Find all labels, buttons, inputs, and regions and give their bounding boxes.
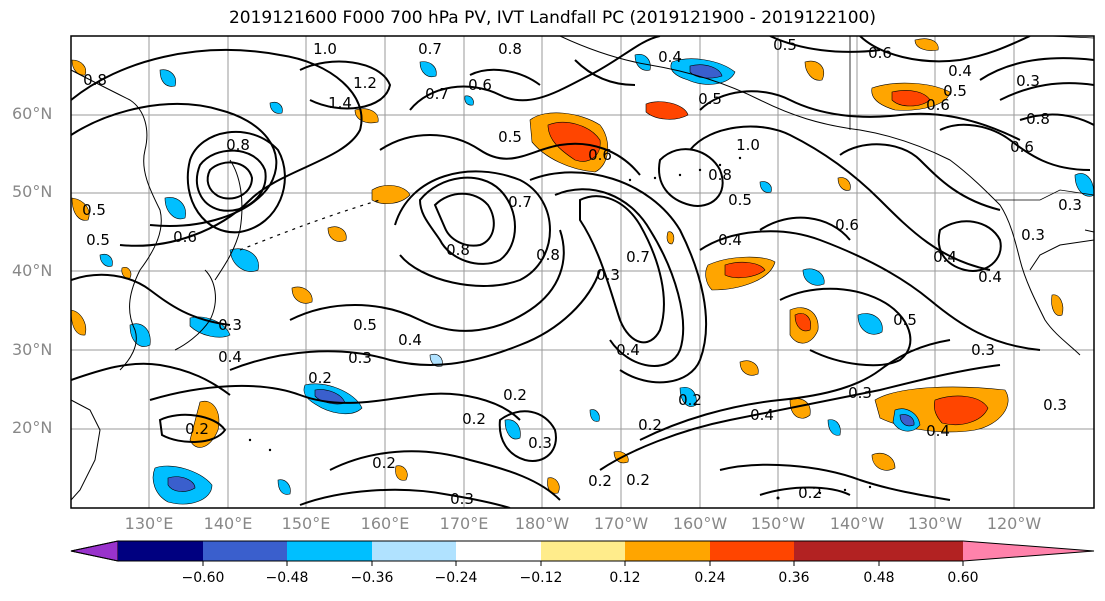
dashed-track — [239, 199, 381, 251]
map-title: 2019121600 F000 700 hPa PV, IVT Landfall… — [228, 8, 876, 28]
contour-label: 0.4 — [398, 331, 422, 349]
contour-labels: 1.0 0.7 0.8 1.4 1.2 0.7 0.6 0.4 0.5 0.5 … — [82, 36, 1082, 508]
lat-label: 60°N — [12, 104, 53, 123]
colorbar-tick: 0.60 — [947, 570, 979, 586]
contour-label: 0.7 — [626, 248, 650, 266]
lon-label: 150°E — [281, 514, 331, 533]
contour-label: 0.7 — [418, 40, 442, 58]
contour-label: 0.4 — [718, 231, 742, 249]
contour-label: 0.3 — [450, 490, 474, 508]
contour-label: 0.2 — [638, 416, 662, 434]
contour-label: 0.5 — [728, 191, 752, 209]
contour-label: 0.3 — [348, 349, 372, 367]
lon-label: 150°W — [750, 514, 806, 533]
lon-label: 140°E — [203, 514, 253, 533]
contour-label: 0.4 — [750, 406, 774, 424]
graticule — [71, 36, 1094, 508]
colorbar-tick: 0.24 — [694, 570, 726, 586]
lon-label: 180°W — [514, 514, 570, 533]
contour-label: 0.5 — [353, 316, 377, 334]
contour-label: 0.3 — [218, 316, 242, 334]
colorbar-tick: −0.24 — [434, 570, 478, 586]
contour-label: 0.2 — [503, 386, 527, 404]
lon-label: 130°W — [907, 514, 963, 533]
contour-label: 0.6 — [588, 146, 612, 164]
contour-label: 0.6 — [1010, 138, 1034, 156]
pv-contours — [71, 36, 1094, 508]
lon-label: 160°E — [360, 514, 410, 533]
contour-label: 0.5 — [893, 311, 917, 329]
contour-label: 0.4 — [218, 348, 242, 366]
contour-label: 0.5 — [82, 201, 106, 219]
lon-label: 170°E — [439, 514, 489, 533]
contour-label: 0.8 — [226, 136, 250, 154]
contour-label: 0.6 — [173, 228, 197, 246]
contour-label: 0.7 — [425, 85, 449, 103]
contour-label: 0.3 — [971, 341, 995, 359]
contour-label: 0.8 — [536, 246, 560, 264]
contour-label: 1.4 — [328, 94, 352, 112]
contour-label: 0.3 — [528, 434, 552, 452]
colorbar-tick: 0.12 — [609, 570, 641, 586]
contour-label: 0.2 — [626, 471, 650, 489]
contour-label: 0.4 — [933, 248, 957, 266]
contour-label: 0.5 — [86, 231, 110, 249]
contour-label: 0.5 — [498, 128, 522, 146]
contour-label: 0.2 — [308, 369, 332, 387]
contour-label: 0.8 — [83, 71, 107, 89]
contour-label: 1.0 — [313, 40, 337, 58]
colorbar-tick: 0.36 — [778, 570, 810, 586]
contour-label: 0.6 — [926, 96, 950, 114]
contour-label: 0.8 — [498, 40, 522, 58]
contour-label: 0.8 — [1026, 110, 1050, 128]
contour-label: 0.5 — [698, 90, 722, 108]
contour-label: 0.3 — [596, 266, 620, 284]
contour-label: 0.4 — [616, 341, 640, 359]
contour-label: 0.3 — [1043, 396, 1067, 414]
contour-label: 0.8 — [708, 166, 732, 184]
contour-label: 0.3 — [1058, 196, 1082, 214]
pc-shading — [71, 38, 1094, 505]
contour-label: 0.6 — [468, 76, 492, 94]
coastlines — [71, 36, 1094, 501]
contour-label: 0.2 — [678, 391, 702, 409]
contour-label: 0.3 — [848, 384, 872, 402]
contour-label: 0.4 — [926, 422, 950, 440]
lon-label: 160°W — [672, 514, 728, 533]
contour-label: 0.3 — [1016, 72, 1040, 90]
contour-label: 1.0 — [736, 136, 760, 154]
lon-label: 120°W — [986, 514, 1042, 533]
colorbar-tick: −0.48 — [265, 570, 309, 586]
lon-label: 140°W — [829, 514, 885, 533]
contour-label: 0.3 — [1021, 226, 1045, 244]
colorbar-tick: −0.12 — [519, 570, 563, 586]
islands — [248, 156, 872, 500]
contour-label: 0.4 — [948, 62, 972, 80]
contour-label: 0.2 — [798, 484, 822, 502]
lat-label: 20°N — [12, 418, 53, 437]
lon-label: 170°W — [593, 514, 649, 533]
contour-label: 0.2 — [588, 472, 612, 490]
colorbar-tick: −0.36 — [350, 570, 394, 586]
contour-label: 0.4 — [978, 268, 1002, 286]
contour-label: 0.5 — [773, 36, 797, 54]
contour-label: 0.2 — [185, 420, 209, 438]
contour-label: 0.4 — [658, 48, 682, 66]
lon-label: 130°E — [124, 514, 174, 533]
contour-label: 0.6 — [868, 44, 892, 62]
contour-label: 0.5 — [943, 82, 967, 100]
contour-label: 0.2 — [462, 410, 486, 428]
contour-label: 0.2 — [372, 454, 396, 472]
colorbar-tick: 0.48 — [863, 570, 895, 586]
contour-label: 1.2 — [353, 74, 377, 92]
contour-label: 0.6 — [835, 216, 859, 234]
contour-label: 0.8 — [446, 241, 470, 259]
lat-label: 30°N — [12, 340, 53, 359]
colorbar-tick: −0.60 — [181, 570, 225, 586]
contour-label: 0.7 — [508, 193, 532, 211]
lat-label: 40°N — [12, 261, 53, 280]
lat-label: 50°N — [12, 182, 53, 201]
